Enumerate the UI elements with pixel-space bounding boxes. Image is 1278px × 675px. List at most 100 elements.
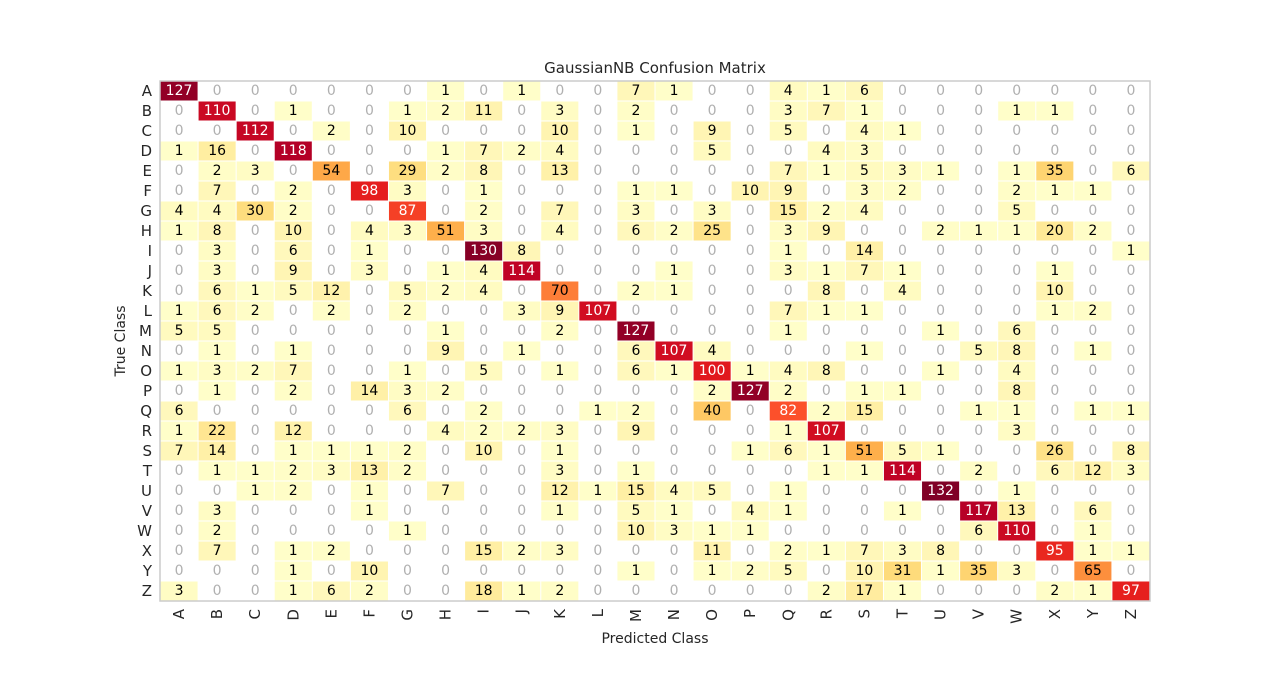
heatmap-cell <box>388 381 427 401</box>
heatmap-cell <box>616 121 655 141</box>
cell-value-label: 0 <box>441 583 450 599</box>
cell-value-label: 4 <box>898 283 907 299</box>
heatmap-cell <box>616 81 655 101</box>
heatmap-cell <box>426 101 465 121</box>
cell-value-label: 6 <box>860 83 869 99</box>
cell-value-label: 0 <box>251 563 260 579</box>
cell-value-label: 13 <box>1008 503 1026 519</box>
cell-value-label: 5 <box>1012 203 1021 219</box>
cell-value-label: 0 <box>1012 543 1021 559</box>
cell-value-label: 0 <box>1088 103 1097 119</box>
heatmap-cell <box>807 101 846 121</box>
heatmap-cell <box>655 461 694 481</box>
heatmap-cell <box>502 441 541 461</box>
cell-value-label: 0 <box>936 383 945 399</box>
cell-value-label: 1 <box>784 323 793 339</box>
cell-value-label: 0 <box>936 423 945 439</box>
heatmap-cell <box>997 241 1036 261</box>
heatmap-cell <box>388 81 427 101</box>
heatmap-cell <box>693 301 732 321</box>
heatmap-cell <box>426 321 465 341</box>
heatmap-cell <box>502 101 541 121</box>
heatmap-cell <box>464 441 503 461</box>
cell-value-label: 0 <box>365 103 374 119</box>
heatmap-cell <box>578 221 617 241</box>
heatmap-cell <box>312 401 351 421</box>
cell-value-label: 0 <box>936 583 945 599</box>
heatmap-cell <box>540 81 579 101</box>
cell-value-label: 0 <box>365 303 374 319</box>
heatmap-cell <box>312 241 351 261</box>
heatmap-cell <box>616 481 655 501</box>
heatmap-cell <box>274 181 313 201</box>
cell-value-label: 0 <box>327 143 336 159</box>
heatmap-cell <box>655 501 694 521</box>
cell-value-label: 0 <box>784 463 793 479</box>
heatmap-cell <box>1035 441 1074 461</box>
heatmap-cell <box>997 121 1036 141</box>
heatmap-cell <box>883 461 922 481</box>
heatmap-cell <box>693 361 732 381</box>
y-tick-label: H <box>141 222 152 240</box>
cell-value-label: 6 <box>974 523 983 539</box>
cell-value-label: 1 <box>403 103 412 119</box>
cell-value-label: 114 <box>508 263 535 279</box>
chart-title: GaussianNB Confusion Matrix <box>544 59 766 77</box>
heatmap-cell <box>1111 181 1150 201</box>
cell-value-label: 1 <box>1127 243 1136 259</box>
cell-value-label: 1 <box>1127 543 1136 559</box>
heatmap-cell <box>693 421 732 441</box>
heatmap-cell <box>540 241 579 261</box>
cell-value-label: 0 <box>327 243 336 259</box>
cell-value-label: 0 <box>936 203 945 219</box>
cell-value-label: 0 <box>441 363 450 379</box>
cell-value-label: 0 <box>936 263 945 279</box>
cell-value-label: 3 <box>860 183 869 199</box>
heatmap-cell <box>312 381 351 401</box>
heatmap-cell <box>350 521 389 541</box>
heatmap-cell <box>198 121 237 141</box>
heatmap-cell <box>769 101 808 121</box>
cell-value-label: 0 <box>517 563 526 579</box>
cell-value-label: 1 <box>822 463 831 479</box>
cell-value-label: 1 <box>1088 183 1097 199</box>
cell-value-label: 0 <box>251 243 260 259</box>
cell-value-label: 0 <box>365 343 374 359</box>
heatmap-cell <box>1035 361 1074 381</box>
heatmap-cell <box>426 221 465 241</box>
heatmap-cell <box>807 201 846 221</box>
cell-value-label: 1 <box>784 503 793 519</box>
heatmap-cell <box>769 521 808 541</box>
cell-value-label: 0 <box>593 223 602 239</box>
cell-value-label: 1 <box>175 363 184 379</box>
heatmap-cell <box>464 221 503 241</box>
cell-value-label: 0 <box>251 103 260 119</box>
heatmap-cell <box>616 501 655 521</box>
cell-value-label: 1 <box>670 183 679 199</box>
cell-value-label: 0 <box>327 83 336 99</box>
cell-value-label: 0 <box>555 263 564 279</box>
cell-value-label: 0 <box>898 223 907 239</box>
x-tick-label: O <box>703 609 721 621</box>
heatmap-cell <box>1111 321 1150 341</box>
cell-value-label: 10 <box>741 183 759 199</box>
heatmap-cell <box>997 161 1036 181</box>
cell-value-label: 0 <box>593 143 602 159</box>
heatmap-cell <box>655 481 694 501</box>
heatmap-cell <box>655 81 694 101</box>
cell-value-label: 31 <box>894 563 912 579</box>
heatmap-cell <box>350 241 389 261</box>
cell-value-label: 0 <box>365 543 374 559</box>
heatmap-cell <box>578 421 617 441</box>
cell-value-label: 0 <box>517 283 526 299</box>
heatmap-cell <box>655 341 694 361</box>
cell-value-label: 0 <box>441 183 450 199</box>
heatmap-cell <box>274 341 313 361</box>
heatmap-cell <box>198 421 237 441</box>
cell-value-label: 0 <box>898 103 907 119</box>
cell-value-label: 1 <box>632 123 641 139</box>
cell-value-label: 3 <box>860 143 869 159</box>
cell-value-label: 0 <box>593 163 602 179</box>
heatmap-cell <box>807 461 846 481</box>
cell-value-label: 12 <box>1084 463 1102 479</box>
